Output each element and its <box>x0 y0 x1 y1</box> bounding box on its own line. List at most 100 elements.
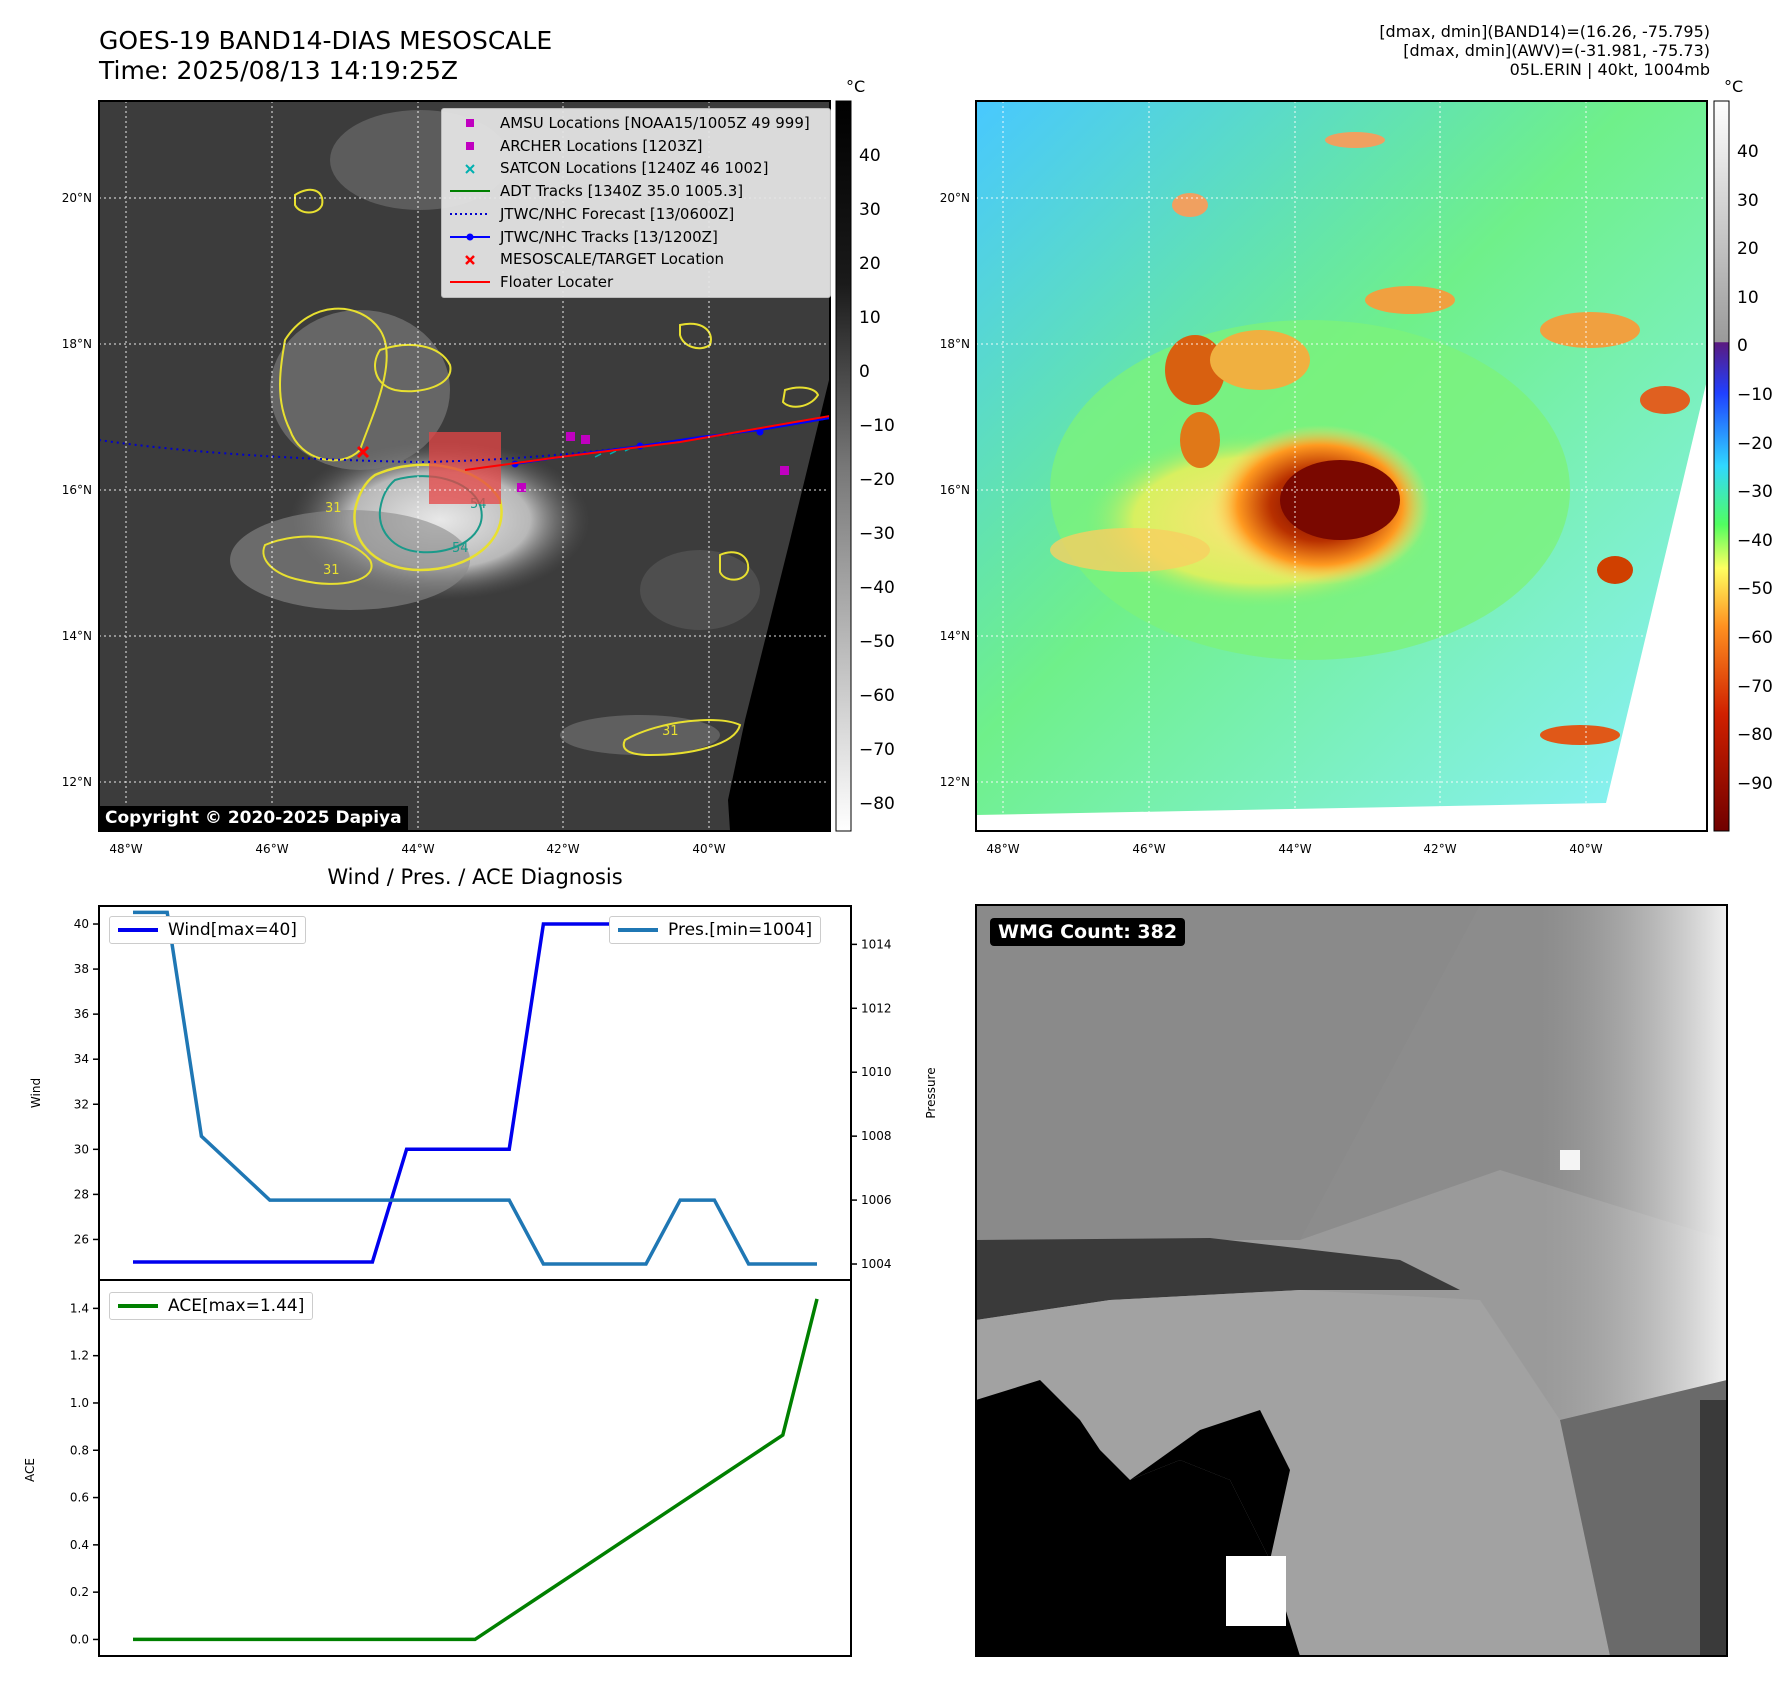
ir-colorbar-tick: −10 <box>859 416 895 436</box>
ir-colorbar-tick: −60 <box>859 686 895 706</box>
legend-item: JTWC/NHC Forecast [13/0600Z] <box>450 203 822 226</box>
ir-map-frame <box>98 100 831 832</box>
dotted-line-icon <box>450 213 490 216</box>
ir-colorbar-tick: 30 <box>859 200 881 220</box>
target-marker <box>356 445 370 459</box>
ace-series-line <box>133 1298 819 1642</box>
lon-label: 44°W <box>401 842 434 856</box>
ace-tick-label: 1.0 <box>70 1396 89 1410</box>
legend-item: SATCON Locations [1240Z 46 1002] <box>450 157 822 180</box>
x-marker-icon <box>465 164 475 174</box>
track-legend: AMSU Locations [NOAA15/1005Z 49 999] ARC… <box>441 108 831 298</box>
wind-line-icon <box>118 928 158 932</box>
wv-colorbar-tick: −70 <box>1737 677 1773 697</box>
legend-item: Floater Locater <box>450 271 822 294</box>
contour-label: 31 <box>662 724 679 739</box>
floater-box <box>429 432 501 504</box>
archer-marker <box>581 435 590 444</box>
wv-colorbar-tick: −60 <box>1737 628 1773 648</box>
diagnosis-title: Wind / Pres. / ACE Diagnosis <box>327 865 622 889</box>
legend-label: Floater Locater <box>500 272 614 291</box>
lon-label: 46°W <box>1132 842 1165 856</box>
legend-label: ARCHER Locations [1203Z] <box>500 136 703 155</box>
ace-legend: ACE[max=1.44] <box>109 1292 314 1320</box>
lon-label: 48°W <box>986 842 1019 856</box>
wmg-frame <box>975 904 1728 1657</box>
legend-item: AMSU Locations [NOAA15/1005Z 49 999] <box>450 112 822 135</box>
ir-colorbar-tick: 0 <box>859 362 870 382</box>
pressure-tick-label: 1012 <box>861 1001 892 1015</box>
wind-legend-label: Wind[max=40] <box>168 920 297 940</box>
pressure-tick-label: 1004 <box>861 1257 892 1271</box>
wv-colorbar-unit: °C <box>1724 77 1743 96</box>
wv-colorbar-tick: 40 <box>1737 142 1759 162</box>
lat-label: 14°N <box>62 629 92 643</box>
pressure-tick-label: 1014 <box>861 937 892 951</box>
ace-tick-label: 1.4 <box>70 1301 89 1315</box>
lon-label: 46°W <box>255 842 288 856</box>
stats-awv: [dmax, dmin](AWV)=(-31.981, -75.73) <box>1403 41 1710 60</box>
legend-label: AMSU Locations [NOAA15/1005Z 49 999] <box>500 114 810 132</box>
contour-label: 31 <box>325 501 342 516</box>
legend-label: SATCON Locations [1240Z 46 1002] <box>500 159 769 178</box>
line-icon <box>450 281 490 284</box>
wind-tick-label: 34 <box>74 1052 89 1066</box>
legend-item: JTWC/NHC Tracks [13/1200Z] <box>450 226 822 249</box>
ir-colorbar-tick: 10 <box>859 308 881 328</box>
ir-colorbar-tick: −80 <box>859 794 895 814</box>
wind-tick-label: 40 <box>74 917 89 931</box>
wv-map-frame <box>975 100 1708 832</box>
ace-legend-label: ACE[max=1.44] <box>168 1296 305 1316</box>
figure-time: Time: 2025/08/13 14:19:25Z <box>99 56 458 85</box>
pressure-legend: Pres.[min=1004] <box>609 916 822 944</box>
ir-colorbar-tick: −20 <box>859 470 895 490</box>
wv-colorbar-tick: −20 <box>1737 434 1773 454</box>
floater-locater-line <box>464 415 830 471</box>
lon-label: 48°W <box>109 842 142 856</box>
legend-item: MESOSCALE/TARGET Location <box>450 248 822 271</box>
copyright-label: Copyright © 2020-2025 Dapiya <box>99 806 408 830</box>
ir-colorbar-tick: 20 <box>859 254 881 274</box>
wv-colorbar-tick: −90 <box>1737 774 1773 794</box>
lat-label: 14°N <box>940 629 970 643</box>
lon-label: 40°W <box>1569 842 1602 856</box>
wind-legend: Wind[max=40] <box>109 916 306 944</box>
ir-colorbar-tick: 40 <box>859 146 881 166</box>
lon-label: 40°W <box>692 842 725 856</box>
storm-info: 05L.ERIN | 40kt, 1004mb <box>1509 60 1710 79</box>
wind-tick-label: 26 <box>74 1232 89 1246</box>
lat-label: 16°N <box>940 483 970 497</box>
stats-band14: [dmax, dmin](BAND14)=(16.26, -75.795) <box>1379 22 1710 41</box>
ir-colorbar <box>835 100 852 832</box>
pressure-series-line <box>133 910 817 1266</box>
lon-label: 42°W <box>1423 842 1456 856</box>
legend-label: MESOSCALE/TARGET Location <box>500 250 725 269</box>
figure-title: GOES-19 BAND14-DIAS MESOSCALE <box>99 26 553 55</box>
archer-marker <box>517 483 526 492</box>
wv-colorbar-tick: −10 <box>1737 385 1773 405</box>
wind-pres-plot-frame <box>98 905 852 1281</box>
wv-satellite-image <box>976 101 1707 831</box>
x-marker-icon <box>465 254 475 265</box>
wv-colorbar-tick: −80 <box>1737 725 1773 745</box>
ace-tick-label: 0.6 <box>70 1491 89 1505</box>
wind-tick-label: 38 <box>74 962 89 976</box>
legend-item: ARCHER Locations [1203Z] <box>450 135 822 158</box>
ace-tick-label: 0.2 <box>70 1585 89 1599</box>
ir-colorbar-unit: °C <box>846 77 865 96</box>
contour-label: 54 <box>452 541 469 556</box>
dot-line-icon <box>450 233 490 241</box>
lat-label: 18°N <box>62 337 92 351</box>
pressure-line-icon <box>618 928 658 932</box>
wv-colorbar-tick: −30 <box>1737 482 1773 502</box>
lat-label: 12°N <box>940 775 970 789</box>
wv-colorbar-tick: 0 <box>1737 336 1748 356</box>
pressure-axis-label: Pressure <box>924 1067 938 1118</box>
ace-tick-label: 1.2 <box>70 1349 89 1363</box>
ace-marks: 0.0 0.2 0.4 0.6 0.8 1.0 1.2 1.4 <box>70 1298 819 1646</box>
lon-label: 42°W <box>546 842 579 856</box>
wv-colorbar-tick: 30 <box>1737 191 1759 211</box>
ir-colorbar-tick: −30 <box>859 524 895 544</box>
lat-label: 18°N <box>940 337 970 351</box>
ir-colorbar-tick: −40 <box>859 578 895 598</box>
